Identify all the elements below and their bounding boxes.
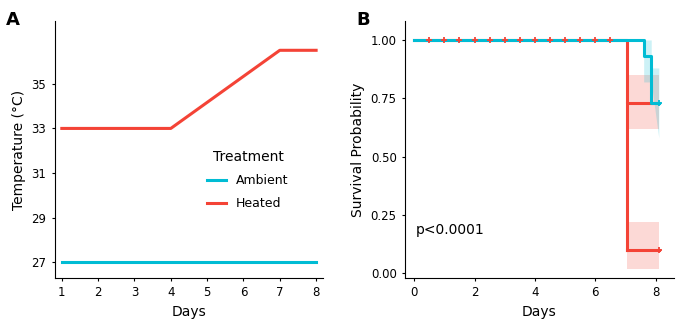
Y-axis label: Temperature (°C): Temperature (°C) bbox=[12, 89, 25, 210]
Y-axis label: Survival Probability: Survival Probability bbox=[351, 82, 365, 217]
Text: B: B bbox=[357, 11, 371, 29]
Text: A: A bbox=[6, 11, 20, 29]
Legend: Ambient, Heated: Ambient, Heated bbox=[203, 146, 294, 215]
X-axis label: Days: Days bbox=[522, 305, 557, 319]
Text: p<0.0001: p<0.0001 bbox=[416, 223, 484, 237]
X-axis label: Days: Days bbox=[171, 305, 206, 319]
